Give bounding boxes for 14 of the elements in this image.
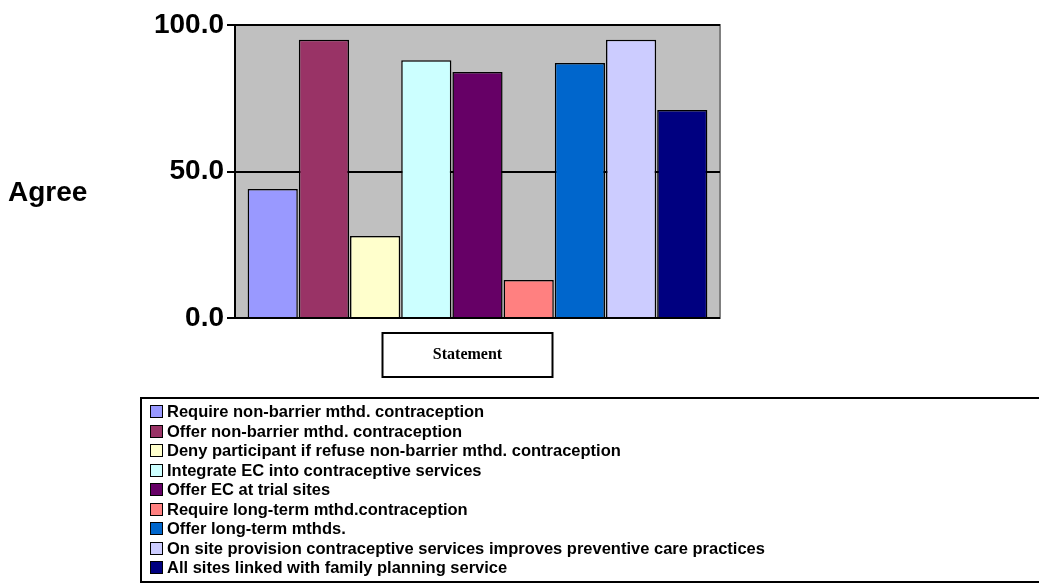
legend-label: All sites linked with family planning service xyxy=(167,558,508,578)
legend-label: Offer EC at trial sites xyxy=(167,480,331,500)
legend-label: Require non-barrier mthd. contraception xyxy=(167,402,485,422)
legend-label: Offer long-term mthds. xyxy=(167,519,346,539)
legend-label: On site provision contraceptive services improves preventive care practices xyxy=(167,538,765,558)
legend-label: Offer non-barrier mthd. contraception xyxy=(167,421,463,441)
y-tick-label: 50.0 xyxy=(169,154,224,186)
y-tick-label: 100.0 xyxy=(153,7,224,39)
x-axis-title: Statement xyxy=(432,345,503,363)
legend-label: Require long-term mthd.contraception xyxy=(167,499,468,519)
legend-label: Deny participant if refuse non-barrier mthd. contraception xyxy=(167,441,621,461)
y-axis-title: Agree xyxy=(8,176,88,208)
y-tick-label: 0.0 xyxy=(185,300,224,332)
legend-label: Integrate EC into contraceptive services xyxy=(167,460,482,480)
